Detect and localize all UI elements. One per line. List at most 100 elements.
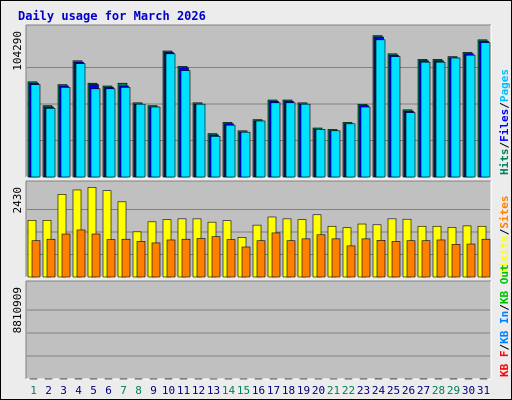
day-label-24: 24 <box>372 384 386 397</box>
pages-bar-day-5 <box>90 88 101 178</box>
day-label-29: 29 <box>447 384 460 397</box>
pages-bar-day-17 <box>270 102 281 178</box>
day-label-1: 1 <box>30 384 37 397</box>
hits_files_pages-max-label: 104290 <box>11 31 24 71</box>
pages-bar-day-29 <box>450 57 461 178</box>
pages-bar-day-12 <box>195 103 206 178</box>
sites-bar-day-29 <box>451 244 461 278</box>
pages-bar-day-15 <box>240 131 251 178</box>
sites-bar-day-30 <box>466 243 476 278</box>
legend-entry: / <box>498 102 511 109</box>
day-label-13: 13 <box>207 384 220 397</box>
legend-entry: / <box>498 228 511 235</box>
day-label-28: 28 <box>432 384 445 397</box>
pages-bar-day-6 <box>105 88 116 178</box>
pages-bar-day-22 <box>345 123 356 178</box>
sites-bar-day-6 <box>106 239 116 278</box>
day-label-6: 6 <box>105 384 112 397</box>
pages-bar-day-31 <box>480 42 491 178</box>
day-label-16: 16 <box>252 384 265 397</box>
sites-bar-day-28 <box>436 239 446 278</box>
sites-bar-day-27 <box>421 240 431 278</box>
day-label-2: 2 <box>45 384 52 397</box>
kbytes-background <box>26 281 491 379</box>
day-label-19: 19 <box>297 384 310 397</box>
sites-bar-day-10 <box>166 239 176 278</box>
kbytes-legend: KB F/KB In/KB Out <box>498 264 511 377</box>
day-label-3: 3 <box>60 384 67 397</box>
legend-entry: Hits <box>498 149 511 176</box>
pages-bar-day-26 <box>405 112 416 178</box>
pages-bar-day-16 <box>255 120 266 178</box>
day-label-25: 25 <box>387 384 400 397</box>
sites-bar-day-17 <box>271 232 281 278</box>
hits_files_pages-legend: Hits/Files/Pages <box>498 69 511 175</box>
pages-bar-day-28 <box>435 61 446 178</box>
legend-entry: / <box>498 344 511 351</box>
legend-entry: / <box>498 304 511 311</box>
chart-panels: 104290Hits/Files/Pages2430Visits/Sites88… <box>11 24 511 380</box>
sites-bar-day-3 <box>61 233 71 278</box>
pages-bar-day-1 <box>30 84 41 178</box>
pages-bar-day-11 <box>180 70 191 178</box>
sites-bar-day-18 <box>286 240 296 278</box>
sites-bar-day-16 <box>256 240 266 278</box>
sites-bar-day-31 <box>481 238 491 278</box>
day-label-14: 14 <box>222 384 236 397</box>
sites-bar-day-1 <box>31 240 41 278</box>
pages-bar-day-7 <box>120 87 131 178</box>
visits_sites-legend: Visits/Sites <box>498 196 511 276</box>
pages-bar-day-30 <box>465 54 476 178</box>
chart-title: Daily usage for March 2026 <box>18 9 206 23</box>
sites-bar-day-23 <box>361 238 371 278</box>
x-axis-day-labels: 1 2 3 4 5 6 7 8 9 10 11 12 13 14 15 16 17 18 19 20 21 22 23 24 2… <box>30 384 490 397</box>
pages-bar-day-18 <box>285 102 296 178</box>
legend-entry: Files <box>498 109 511 142</box>
sites-bar-day-2 <box>46 238 56 278</box>
sites-bar-day-7 <box>121 238 131 278</box>
kbytes-max-label: 8810909 <box>11 287 24 333</box>
visits_sites-max-label: 2430 <box>11 187 24 214</box>
day-label-17: 17 <box>267 384 280 397</box>
day-label-27: 27 <box>417 384 430 397</box>
sites-bar-day-20 <box>316 234 326 278</box>
sites-bar-day-14 <box>226 239 236 278</box>
day-label-10: 10 <box>162 384 175 397</box>
pages-bar-day-25 <box>390 56 401 178</box>
sites-bar-day-25 <box>391 241 401 278</box>
day-label-20: 20 <box>312 384 325 397</box>
pages-bar-day-3 <box>60 87 71 178</box>
legend-entry: KB Out <box>498 264 511 304</box>
day-label-30: 30 <box>462 384 475 397</box>
sites-bar-day-15 <box>241 246 251 278</box>
day-label-18: 18 <box>282 384 295 397</box>
day-label-26: 26 <box>402 384 415 397</box>
pages-bar-day-14 <box>225 124 236 178</box>
pages-bar-day-2 <box>45 108 56 178</box>
day-label-15: 15 <box>237 384 250 397</box>
sites-bar-day-13 <box>211 236 221 278</box>
sites-bar-day-5 <box>91 233 101 278</box>
day-label-11: 11 <box>177 384 190 397</box>
pages-bar-day-9 <box>150 106 161 178</box>
pages-bar-day-20 <box>315 129 326 178</box>
day-label-23: 23 <box>357 384 370 397</box>
pages-bar-day-4 <box>75 63 86 178</box>
day-label-21: 21 <box>327 384 340 397</box>
day-label-4: 4 <box>75 384 82 397</box>
pages-bar-day-24 <box>375 39 386 178</box>
legend-entry: KB In <box>498 311 511 344</box>
pages-bar-day-21 <box>330 130 341 178</box>
sites-bar-day-11 <box>181 238 191 278</box>
legend-entry: Sites <box>498 196 511 229</box>
sites-bar-day-4 <box>76 229 86 278</box>
day-label-31: 31 <box>477 384 490 397</box>
sites-bar-day-24 <box>376 240 386 278</box>
sites-bar-day-12 <box>196 238 206 278</box>
sites-bar-day-26 <box>406 240 416 278</box>
legend-entry: Pages <box>498 69 511 102</box>
pages-bar-day-23 <box>360 106 371 178</box>
sites-bar-day-21 <box>331 238 341 278</box>
day-label-7: 7 <box>120 384 127 397</box>
sites-bar-day-8 <box>136 241 146 278</box>
